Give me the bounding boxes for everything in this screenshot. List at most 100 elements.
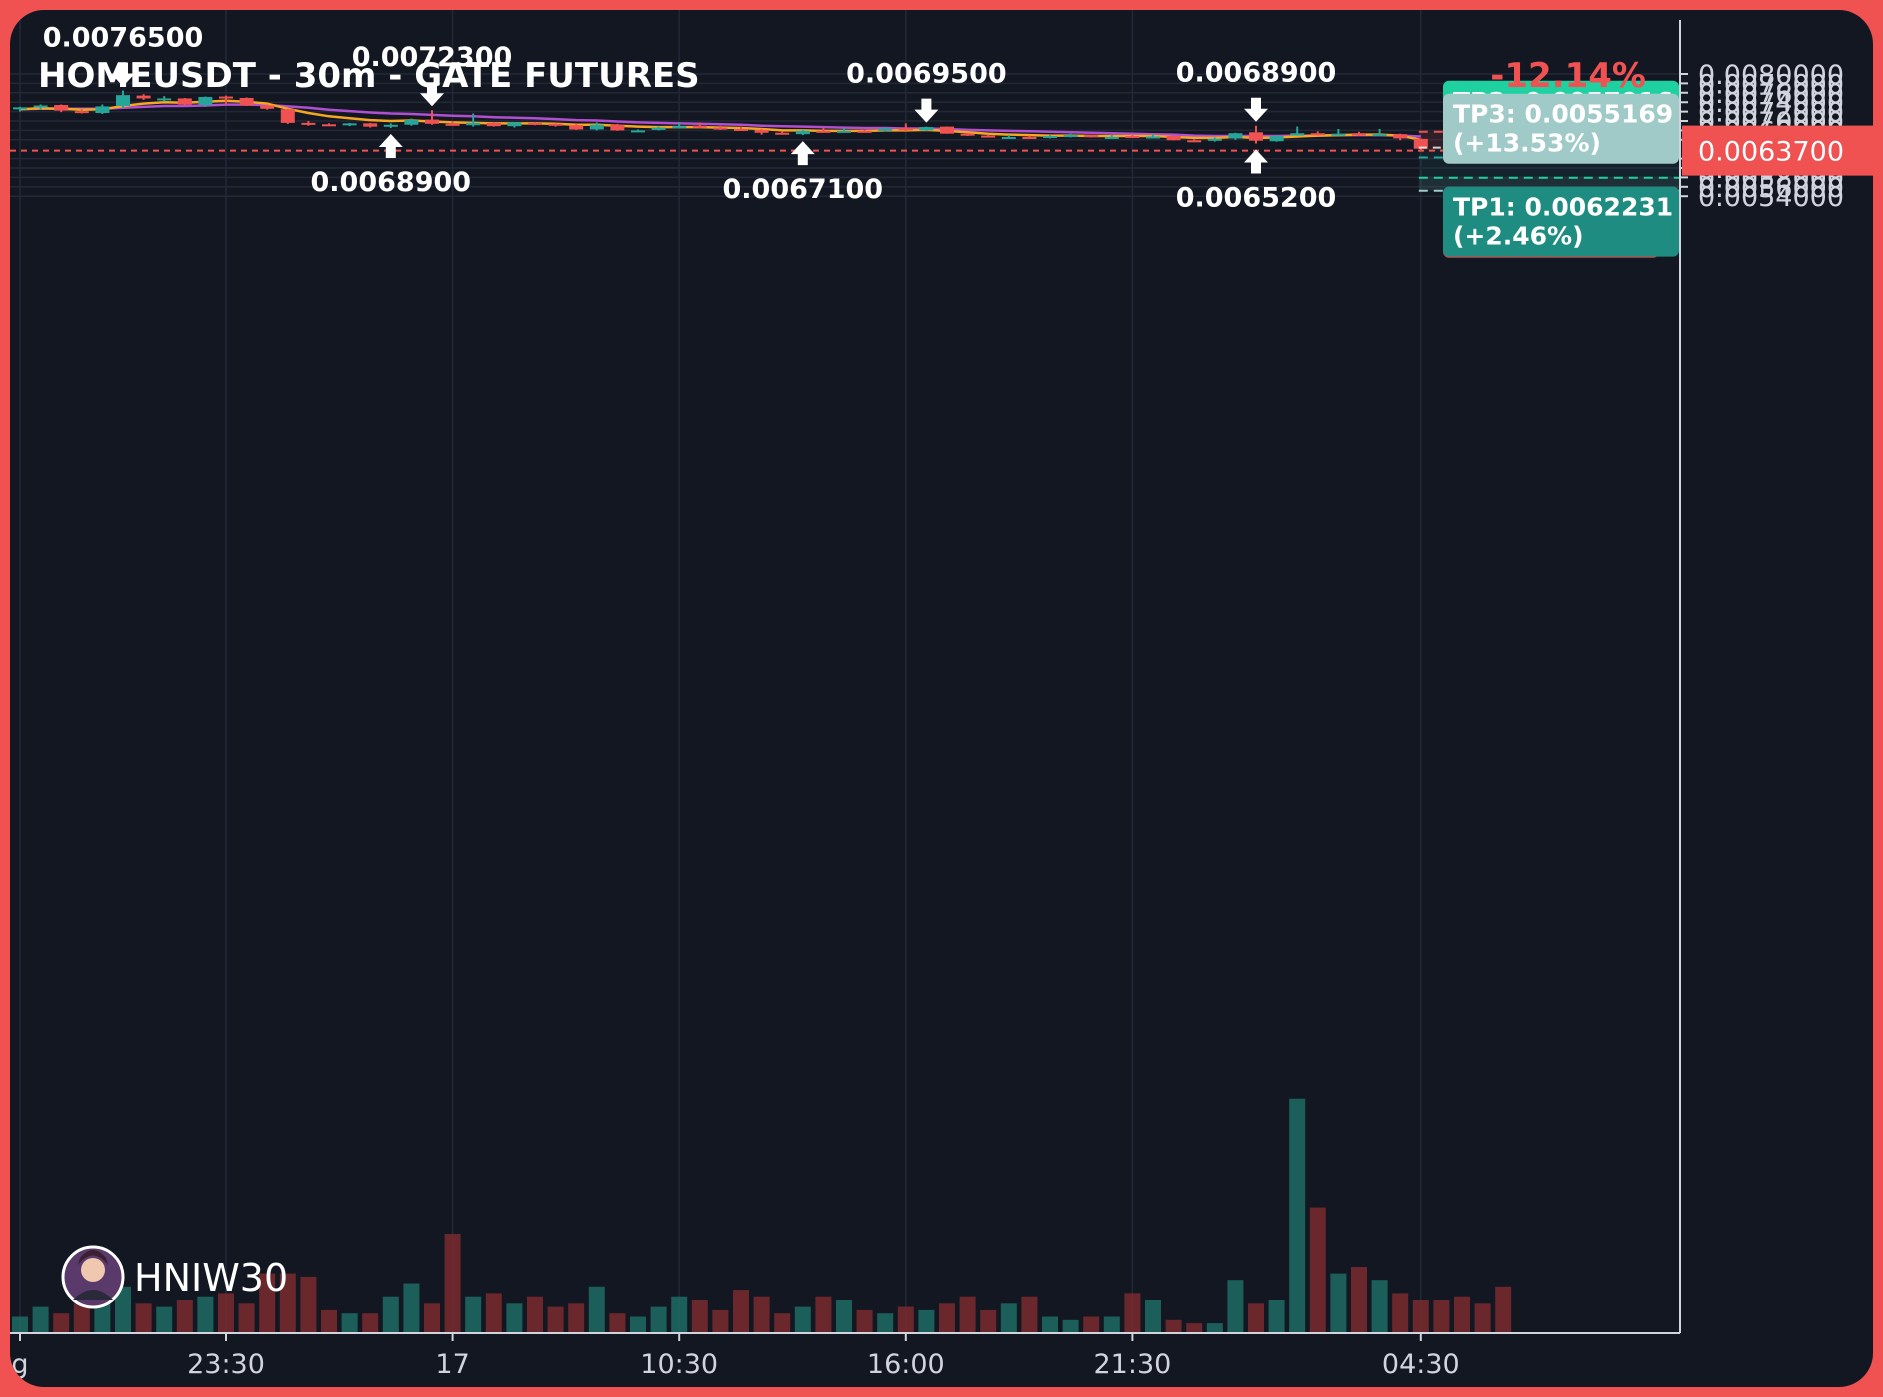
volume-bar [1309,1207,1326,1333]
watermark-text: HNIW30 [134,1256,288,1300]
candle-body [878,128,893,131]
grid-lines [10,10,1680,1333]
annotation-label: 0.0069500 [846,59,1007,90]
candle-body [157,98,172,101]
volume-bar [856,1309,873,1333]
label-box-bg [1443,186,1679,257]
volume-bar [1433,1300,1450,1333]
volume-bar [1042,1316,1058,1333]
candle-body [322,124,336,127]
volume-bar [73,1303,90,1333]
candle-body [1207,138,1222,141]
candle-body [507,122,522,127]
volume-bar [939,1303,955,1333]
candle-body [486,122,501,127]
candle-body [837,130,851,133]
volume-bar [1351,1267,1367,1333]
candle-body [1063,135,1078,138]
candle-body [425,119,439,124]
volume-bar [1289,1098,1306,1333]
candle-body [528,122,542,125]
volume-bar [403,1283,420,1333]
y-tick-label: 0.0076000 [1698,79,1844,110]
volume-bar [53,1313,70,1333]
candle-body [1146,136,1160,139]
volume-bar [238,1303,255,1333]
level-labels: SL: 0.0067723(-6.15%)TP1: 0.0062231(+2.4… [1443,80,1679,258]
candle-body [548,123,563,126]
candle-body [569,125,584,130]
candle-body [1413,138,1428,149]
candle-body [404,120,419,125]
volume-bar [547,1306,564,1333]
volume-bar [1021,1296,1038,1333]
x-tick-label: 04:30 [1382,1349,1460,1380]
candle-body [13,107,27,110]
candle-body [1022,136,1037,139]
candle-body [342,123,357,126]
candle-body [734,128,748,131]
candle-body [1084,135,1099,138]
tp1-label-box: TP1: 0.0062231(+2.46%) [1443,186,1679,257]
volume-bar [279,1273,296,1333]
candle-body [795,130,810,135]
current-price-label: 0.0063700 [1698,137,1844,168]
volume-bar [1083,1316,1100,1333]
candle-body [672,126,687,129]
candle-body [1187,140,1202,143]
volume-bar [1474,1303,1491,1333]
candle-body [589,124,604,130]
volume-bar [176,1300,193,1333]
candle-body [1104,136,1119,139]
volume-bar [218,1293,234,1333]
volume-bar [1371,1280,1388,1333]
price-chart[interactable]: 0.00765000.00723000.00689000.00695000.00… [10,10,1873,1387]
candle-body [301,122,316,125]
volume-bar [1454,1296,1470,1333]
volume-bar [959,1296,976,1333]
volume-bar [877,1313,894,1333]
volume-bar [630,1316,646,1333]
y-tick-label: 0.0078000 [1698,69,1844,100]
volume-bar [1062,1319,1079,1333]
volume-bar [794,1306,811,1333]
avatar [61,1245,125,1309]
candle-body [1228,133,1243,139]
volume-bar [733,1290,749,1333]
candle-body [383,124,398,127]
volume-bar [671,1296,688,1333]
candle-body [445,123,460,126]
price-tag-bg [1682,125,1873,176]
annotation-label: 0.0068900 [1176,58,1337,89]
volume-bar [1000,1303,1017,1333]
volume-bar [650,1306,667,1333]
volume-bar [156,1306,173,1333]
volume-bar [568,1303,585,1333]
annotation-label: 0.0068900 [311,167,472,198]
candle-body [280,109,295,123]
candle-body [1125,136,1140,139]
volume-bar [1392,1293,1409,1333]
candle-body [136,95,151,99]
volume-bar [506,1303,523,1333]
y-tick-label: 0.0072000 [1698,98,1844,129]
candle-body [1372,134,1387,137]
volume-bar [115,1286,131,1333]
candle-body [466,122,481,126]
volume-bar [753,1296,770,1333]
label-box-price: TP1: 0.0062231 [1453,193,1673,222]
volume-bar [1124,1293,1141,1333]
label-box-price: TP3: 0.0055169 [1453,100,1673,129]
candle-body [960,133,975,136]
volume-bar [980,1309,997,1333]
arrow-down-icon [914,98,939,123]
volume-bar [1495,1286,1512,1333]
volume-bar [362,1313,379,1333]
candle-body [239,97,254,106]
annotation-label: 0.0065200 [1176,183,1337,214]
current-price-tag[interactable]: 0.0063700 [1682,125,1873,176]
candle-body [631,130,645,133]
candle-body [177,98,192,105]
volume-bar [712,1309,729,1333]
tp3-label-box: TP3: 0.0055169(+13.53%) [1443,93,1679,164]
